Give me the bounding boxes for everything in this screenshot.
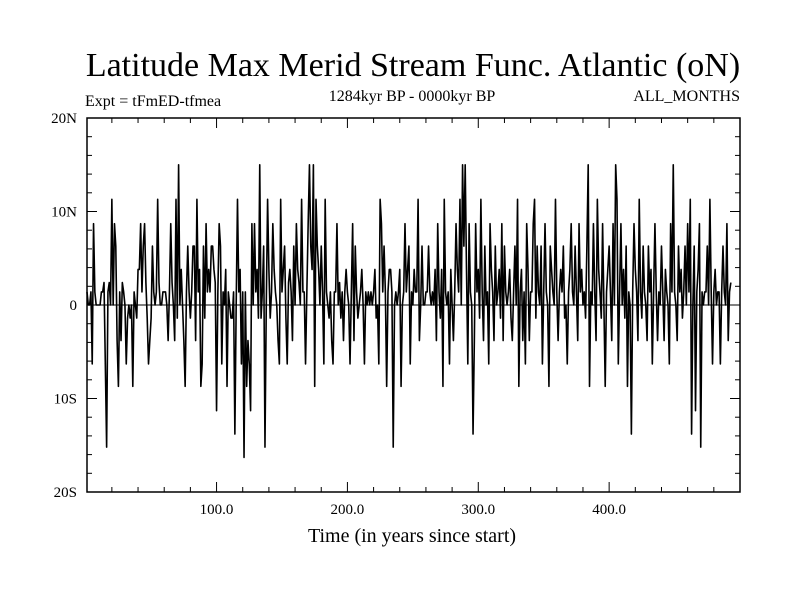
y-tick-label: 20N: [51, 111, 77, 127]
chart-subtitle-center: 1284kyr BP - 0000kyr BP: [329, 88, 496, 105]
x-axis-label: Time (in years since start): [308, 525, 516, 547]
plot-area: 100.0 200.0 300.0 400.0 20S 10S 0 10N 20N: [51, 111, 741, 518]
x-tick-label: 300.0: [461, 502, 495, 518]
x-tick-label: 200.0: [331, 502, 365, 518]
y-tick-label: 0: [70, 298, 78, 314]
x-tick-label: 100.0: [200, 502, 234, 518]
y-tick-label: 10N: [51, 205, 77, 221]
x-tick-label: 400.0: [592, 502, 626, 518]
data-series-line-0: [86, 163, 732, 459]
y-tick-label: 20S: [54, 485, 77, 501]
chart-subtitle-right: ALL_MONTHS: [633, 88, 740, 105]
y-tick-label: 10S: [54, 392, 77, 408]
chart-subtitle-left: Expt = tFmED-tfmea: [85, 93, 221, 110]
chart-title: Latitude Max Merid Stream Func. Atlantic…: [86, 47, 740, 84]
